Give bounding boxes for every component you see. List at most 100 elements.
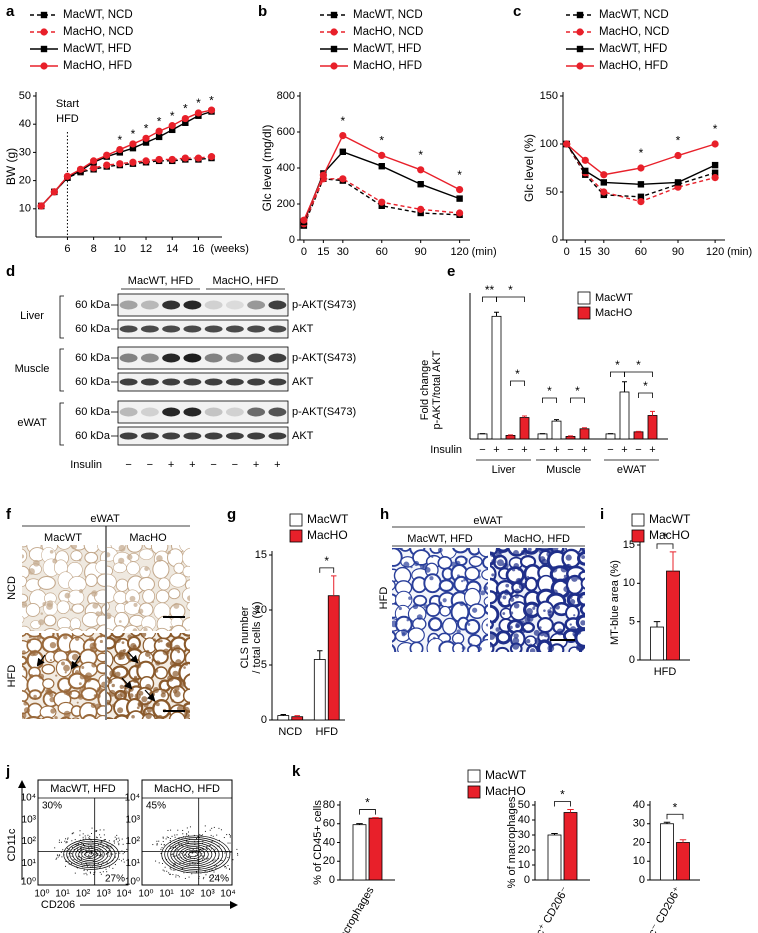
event (102, 862, 104, 864)
bar (277, 715, 290, 721)
micrograph (392, 548, 488, 652)
stain (129, 595, 136, 602)
adipocyte (186, 601, 190, 611)
event (204, 870, 206, 872)
adipocyte (95, 624, 105, 631)
row-label: NCD (6, 576, 18, 600)
event (116, 837, 118, 839)
adipocyte (155, 627, 169, 631)
event (224, 852, 226, 854)
stain (37, 635, 42, 640)
event (192, 862, 194, 864)
event (175, 849, 177, 851)
stain (562, 549, 565, 552)
group-label: Liver (492, 464, 516, 476)
stain (130, 642, 137, 650)
y-tick-label: 60 (323, 818, 335, 830)
protein-label: p-AKT(S473) (292, 352, 356, 364)
bar (676, 842, 690, 881)
event (60, 851, 62, 853)
adipocyte (524, 576, 538, 592)
contour (161, 835, 231, 874)
y-tick-label: 10 (623, 577, 635, 589)
y-axis-label: BW (g) (4, 148, 18, 185)
event (88, 837, 90, 839)
event (192, 852, 194, 854)
significance-bracket (624, 371, 653, 377)
marker (129, 144, 137, 152)
stain (541, 558, 548, 566)
event (113, 840, 115, 842)
stain (498, 601, 503, 606)
adipocyte (173, 562, 185, 574)
event (211, 840, 213, 842)
adipocyte (22, 575, 28, 588)
event (85, 849, 87, 851)
adipocyte (409, 641, 424, 652)
y-tick-label: 40 (19, 118, 31, 130)
stain (140, 633, 147, 638)
contour (173, 842, 216, 867)
adipocyte (56, 600, 70, 614)
adipocyte (566, 655, 580, 669)
adipocyte (413, 594, 428, 607)
adipocyte (187, 717, 190, 719)
stain (493, 620, 497, 624)
marker (417, 181, 424, 188)
blot-band (183, 353, 202, 363)
y-tick-label: 10¹ (22, 858, 37, 869)
blot-band (183, 300, 202, 310)
stain (101, 681, 105, 687)
event (227, 857, 229, 859)
treatment-sign: − (210, 459, 216, 471)
event (170, 867, 172, 869)
contour (72, 844, 109, 865)
event (173, 846, 175, 848)
event (117, 841, 119, 843)
stain (143, 702, 149, 708)
stain (117, 693, 123, 699)
stain (76, 701, 79, 704)
event (174, 842, 176, 844)
stain (551, 623, 554, 627)
event (174, 855, 176, 857)
adipocyte (139, 548, 154, 560)
stain (133, 602, 138, 607)
marker (637, 181, 645, 188)
event (227, 842, 229, 844)
marker (168, 155, 176, 164)
adipocyte (113, 562, 127, 574)
event (81, 842, 83, 844)
event (87, 834, 89, 836)
marker (169, 126, 176, 134)
stain (398, 606, 402, 611)
x-tick-label: Macrophages (333, 885, 377, 933)
event (65, 860, 67, 862)
adipocyte (481, 617, 488, 636)
significance-star: * (170, 109, 175, 123)
stain (146, 707, 153, 713)
stain (581, 548, 585, 553)
contour (63, 839, 120, 870)
marker (142, 157, 150, 165)
stain (127, 634, 132, 640)
event (156, 840, 158, 842)
stain (38, 619, 45, 626)
event (227, 865, 229, 867)
y-tick-label: 10 (255, 604, 267, 616)
panel-label: h (380, 506, 389, 523)
adipocyte (82, 633, 95, 637)
event (194, 855, 196, 857)
marker (90, 157, 98, 165)
significance-star: * (515, 367, 520, 381)
adipocyte (483, 604, 488, 615)
blot-band (225, 378, 244, 386)
legend-label: MacHO, HFD (63, 60, 132, 72)
adipocyte (576, 550, 585, 566)
stain (64, 592, 71, 599)
group-label: Muscle (546, 464, 581, 476)
size-label: 60 kDa (75, 430, 111, 442)
stain (566, 593, 573, 600)
x-tick-label: CD11c⁻ CD206⁺ (633, 885, 684, 933)
adipocyte (451, 632, 465, 645)
